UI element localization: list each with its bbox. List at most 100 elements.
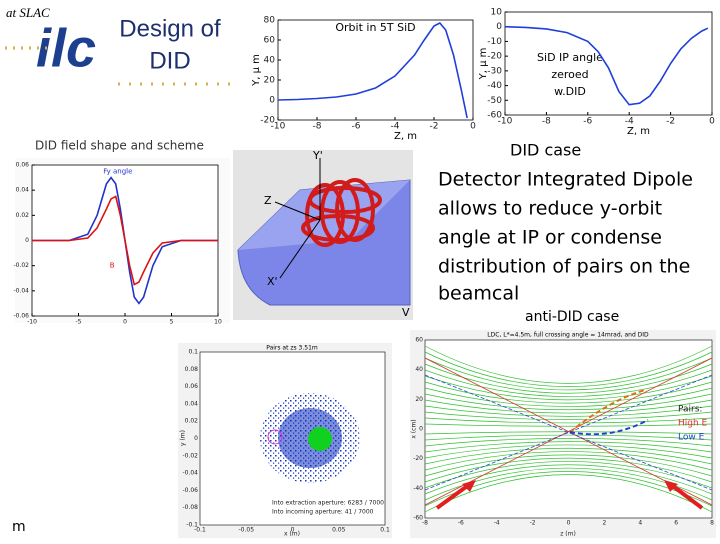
pairs-title: Pairs at zs 3.51m [266, 345, 318, 352]
field-line [424, 381, 713, 404]
x-tick-label: 0.05 [332, 527, 346, 534]
y-tick-label: -0.08 [182, 504, 198, 511]
x-tick-label: -10 [27, 319, 37, 326]
x-tick-label: -8 [313, 122, 322, 132]
y-tick-label: -0.1 [186, 522, 198, 529]
y-tick-label: -20 [413, 455, 423, 462]
x-tick-label: -4 [625, 117, 634, 127]
y-tick-label: 10 [491, 8, 503, 18]
y-tick-label: -40 [487, 81, 502, 91]
incoming-aperture [308, 427, 332, 451]
x-tick-label: 6 [674, 520, 678, 527]
did-case: DID case [510, 141, 581, 160]
scheme: Y' Z X' V [233, 149, 413, 320]
title-line: DID [149, 47, 190, 74]
y-tick-label: 0.04 [185, 400, 199, 407]
y-tick-label: 0.04 [16, 187, 30, 194]
plot-area [277, 19, 474, 121]
field-caption: DID field shape and scheme [35, 139, 204, 153]
y-tick-label: -0.04 [13, 287, 29, 294]
scheme-label: V [402, 306, 410, 319]
body-line: angle at IP or condense [438, 227, 662, 249]
field-line [424, 417, 713, 424]
y-tick-label: -0.04 [182, 470, 198, 477]
x-tick-label: -8 [542, 117, 551, 127]
body-line: distribution of pairs on the [438, 256, 690, 278]
y-tick-label: 0.02 [185, 418, 199, 425]
pairs-y-label: y (m) [180, 430, 187, 446]
field-line [424, 351, 713, 387]
pairs-note: Into extraction aperture: 6283 / 7000 [272, 500, 384, 507]
x-tick-label: -2 [530, 520, 536, 527]
field-line [424, 399, 713, 414]
logo: ilc [36, 18, 96, 78]
x-tick-label: 10 [214, 319, 222, 326]
y-tick-label: -50 [487, 96, 502, 106]
x-axis-label: Z, m [627, 126, 650, 137]
body-line: Detector Integrated Dipole [438, 169, 693, 191]
y-tick-label: 60 [264, 36, 276, 46]
x-tick-label: -8 [422, 520, 428, 527]
pairs-plot: Pairs at zs 3.51m x (m) y (m) Into extra… [178, 343, 392, 538]
title-line: Design of [119, 15, 221, 42]
y-tick-label: 0 [496, 22, 502, 32]
field-line [424, 357, 713, 391]
x-tick-label: -5 [76, 319, 82, 326]
field-line [424, 464, 713, 495]
series-line [277, 21, 468, 119]
y-axis-label: Y, μ m [478, 48, 489, 81]
y-tick-label: 20 [415, 396, 423, 403]
y-tick-label: 80 [264, 16, 276, 26]
y-axis-label: Y, μ m [251, 54, 262, 87]
field-line [424, 434, 713, 441]
field-line [424, 451, 713, 471]
x-tick-label: -6 [352, 122, 361, 132]
x-tick-label: -2 [666, 117, 675, 127]
x-tick-label: -4 [494, 520, 500, 527]
x-tick-label: -4 [391, 122, 400, 132]
field-line [424, 375, 713, 401]
y-tick-label: 0 [269, 96, 275, 106]
affiliation: at SLAC [6, 5, 50, 20]
x-tick-label: 0 [709, 117, 715, 127]
field-line [424, 345, 713, 384]
field-line [424, 387, 713, 407]
x-tick-label: -6 [458, 520, 464, 527]
y-tick-label: 0.06 [185, 383, 199, 390]
series-label: Fy angle [103, 167, 132, 175]
scheme-label: Y' [312, 149, 323, 162]
crossing-y-label: x (cm) [411, 419, 418, 438]
field-line [424, 411, 713, 420]
y-tick-label: -0.02 [13, 262, 29, 269]
x-tick-label: 2 [602, 520, 606, 527]
x-tick-label: 0 [567, 520, 571, 527]
y-tick-label: -30 [487, 66, 502, 76]
field-line [424, 438, 713, 447]
y-tick-label: -20 [487, 52, 502, 62]
x-tick-label: 0 [470, 122, 476, 132]
y-tick-label: 0.06 [16, 162, 30, 169]
x-tick-label: 0 [291, 527, 295, 534]
anti-did-case: anti-DID case [525, 309, 619, 325]
x-tick-label: -0.1 [194, 527, 206, 534]
field-line [424, 369, 713, 397]
y-tick-label: -0.06 [13, 313, 29, 320]
y-tick-label: 0 [194, 435, 198, 442]
y-tick-label: -20 [260, 116, 275, 126]
y-tick-label: -60 [413, 515, 423, 522]
body-line: beamcal [438, 283, 519, 305]
y-tick-label: 0.02 [16, 212, 30, 219]
crossing-legend: Low E [678, 433, 705, 443]
field-line [424, 444, 713, 459]
pairs-x-label: x (m) [284, 531, 300, 538]
y-tick-label: -10 [487, 37, 502, 47]
field-line [424, 474, 713, 513]
y-tick-label: -60 [487, 111, 502, 121]
series-label: B [110, 262, 115, 270]
series-line [504, 25, 709, 106]
chart-title: Orbit in 5T SiD [335, 21, 415, 34]
x-tick-label: -0.05 [238, 527, 254, 534]
y-tick-label: -40 [413, 485, 423, 492]
x-tick-label: 4 [638, 520, 642, 527]
